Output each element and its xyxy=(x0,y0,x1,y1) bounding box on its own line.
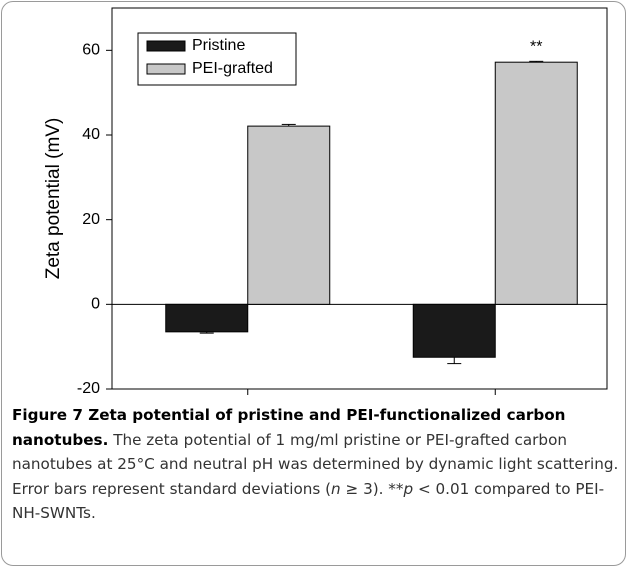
legend-swatch xyxy=(146,63,186,75)
y-axis-label: Zeta potential (mV) xyxy=(43,118,64,280)
caption-text: < 0.01 compared to PEI-NH-SWNTs. xyxy=(12,479,605,523)
y-tick-label: 20 xyxy=(82,211,100,228)
bar xyxy=(494,61,578,305)
caption-text: ≥ 3). ** xyxy=(340,479,404,498)
figure-caption: Figure 7 Zeta potential of pristine and … xyxy=(12,403,620,526)
y-tick-label: 60 xyxy=(82,42,100,59)
legend-label: Pristine xyxy=(192,37,245,54)
legend-swatch xyxy=(146,40,186,52)
legend-label: PEI-grafted xyxy=(192,60,273,77)
plot-frame xyxy=(111,7,608,390)
annotation: ** xyxy=(530,39,542,56)
caption-text: The zeta potential of 1 mg/ml pristine o… xyxy=(12,430,619,498)
caption-text: p xyxy=(403,479,414,498)
bar xyxy=(412,303,496,358)
y-tick-label: 0 xyxy=(91,296,100,313)
caption-text: n xyxy=(331,479,341,498)
caption-title: Figure 7 Zeta potential of pristine and … xyxy=(12,406,566,449)
bar xyxy=(165,303,249,333)
y-tick-label: 40 xyxy=(82,126,100,143)
y-tick-label: -20 xyxy=(77,380,100,397)
bar xyxy=(247,125,331,305)
